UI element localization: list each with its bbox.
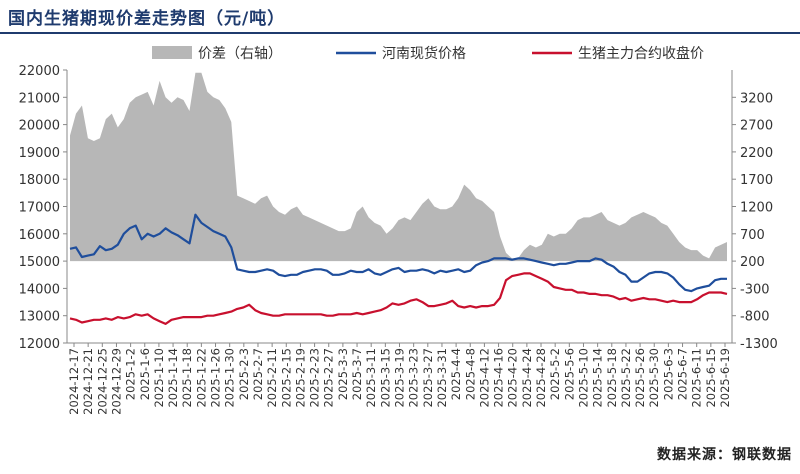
legend-swatch-area [152, 46, 192, 59]
x-tick-label: 2025-3-27 [421, 348, 435, 408]
x-tick-label: 2025-5-30 [647, 348, 661, 408]
x-tick-label: 2025-2-7 [251, 348, 265, 400]
right-tick-label: -800 [740, 310, 770, 325]
right-tick-label: -300 [740, 282, 770, 297]
x-tick-label: 2025-5-22 [619, 348, 633, 408]
x-tick-label: 2025-3-7 [350, 348, 364, 400]
x-tick-label: 2025-1-22 [194, 348, 208, 408]
left-tick-label: 20000 [19, 119, 60, 134]
data-source: 数据来源：钢联数据 [657, 447, 792, 463]
title-underline [0, 32, 800, 34]
left-tick-label: 16000 [19, 228, 60, 243]
x-tick-label: 2025-2-15 [279, 348, 293, 408]
x-tick-label: 2024-12-17 [67, 348, 81, 415]
x-tick-label: 2025-3-15 [378, 348, 392, 408]
x-tick-label: 2025-5-2 [548, 348, 562, 400]
futures-close-line [69, 272, 728, 325]
x-tick-label: 2025-4-28 [534, 348, 548, 408]
left-tick-label: 15000 [19, 255, 60, 270]
x-tick-label: 2025-6-11 [690, 348, 704, 408]
x-tick-label: 2025-5-18 [605, 348, 619, 408]
legend-item: 河南现货价格 [336, 45, 466, 62]
x-tick-label: 2025-5-6 [562, 348, 576, 400]
x-tick-label: 2025-3-3 [336, 348, 350, 400]
left-tick-label: 18000 [19, 173, 60, 188]
x-tick-label: 2025-4-20 [506, 348, 520, 408]
x-tick-label: 2025-5-10 [576, 348, 590, 408]
x-tick-label: 2025-3-19 [393, 348, 407, 408]
legend-label: 生猪主力合约收盘价 [578, 45, 704, 62]
x-tick-label: 2025-2-3 [237, 348, 251, 400]
x-tick-label: 2025-2-19 [293, 348, 307, 408]
x-tick-label: 2025-4-12 [477, 348, 491, 408]
left-tick-label: 12000 [19, 337, 60, 352]
axes: 12000 13000 14000 15000 16000 17000 18000 19000… [19, 64, 778, 415]
right-tick-label: 2200 [740, 146, 773, 161]
x-tick-label: 2025-5-26 [633, 348, 647, 408]
legend-label: 价差（右轴） [198, 46, 282, 62]
x-tick-label: 2025-2-11 [265, 348, 279, 408]
right-tick-label: 1200 [740, 201, 773, 216]
x-tick-label: 2024-12-29 [109, 348, 123, 415]
x-tick-label: 2025-1-10 [152, 348, 166, 408]
chart-title: 国内生猪期现价差走势图（元/吨） [8, 9, 286, 29]
plot-area [69, 72, 728, 325]
spread-chart: 价差（右轴） 河南现货价格 生猪主力合约收盘价 12000 13000 14000 150… [19, 45, 778, 415]
right-tick-label: 700 [740, 228, 765, 243]
x-tick-label: 2025-4-8 [463, 348, 477, 400]
spread-area [70, 72, 727, 262]
chart-legend: 价差（右轴） 河南现货价格 生猪主力合约收盘价 [152, 45, 704, 62]
x-tick-label: 2025-6-15 [704, 348, 718, 408]
x-tick-label: 2025-4-16 [492, 348, 506, 408]
legend-label: 河南现货价格 [382, 45, 466, 62]
x-tick-label: 2025-6-19 [718, 348, 732, 408]
right-tick-label: 3200 [740, 91, 773, 106]
x-tick-label: 2025-1-18 [180, 348, 194, 408]
x-tick-label: 2025-1-2 [124, 348, 138, 400]
x-tick-label: 2025-1-30 [223, 348, 237, 408]
left-tick-label: 17000 [19, 201, 60, 216]
legend-item: 价差（右轴） [152, 46, 282, 62]
x-tick-label: 2025-3-31 [435, 348, 449, 408]
right-tick-label: 2700 [740, 119, 773, 134]
right-tick-label: 1700 [740, 173, 773, 188]
x-tick-label: 2025-1-14 [166, 348, 180, 408]
x-tick-label: 2025-1-26 [209, 348, 223, 408]
x-tick-label: 2025-2-23 [308, 348, 322, 408]
x-tick-label: 2025-5-14 [591, 348, 605, 408]
x-tick-label: 2024-12-25 [95, 348, 109, 415]
x-tick-label: 2025-6-7 [676, 348, 690, 400]
x-tick-label: 2025-6-3 [661, 348, 675, 400]
left-tick-label: 21000 [19, 91, 60, 106]
left-tick-label: 19000 [19, 146, 60, 161]
left-tick-label: 13000 [19, 310, 60, 325]
right-tick-label: 200 [740, 255, 765, 270]
x-tick-label: 2025-3-23 [407, 348, 421, 408]
right-tick-label: -1300 [740, 337, 778, 352]
left-tick-label: 22000 [19, 64, 60, 79]
x-tick-label: 2025-2-27 [322, 348, 336, 408]
spot-price-line [69, 213, 727, 293]
x-tick-label: 2025-3-11 [364, 348, 378, 408]
x-tick-label: 2024-12-21 [81, 348, 95, 415]
x-tick-label: 2025-4-4 [449, 348, 463, 400]
x-tick-label: 2025-1-6 [138, 348, 152, 400]
x-tick-label: 2025-4-24 [520, 348, 534, 408]
left-tick-label: 14000 [19, 282, 60, 297]
legend-item: 生猪主力合约收盘价 [532, 45, 704, 62]
